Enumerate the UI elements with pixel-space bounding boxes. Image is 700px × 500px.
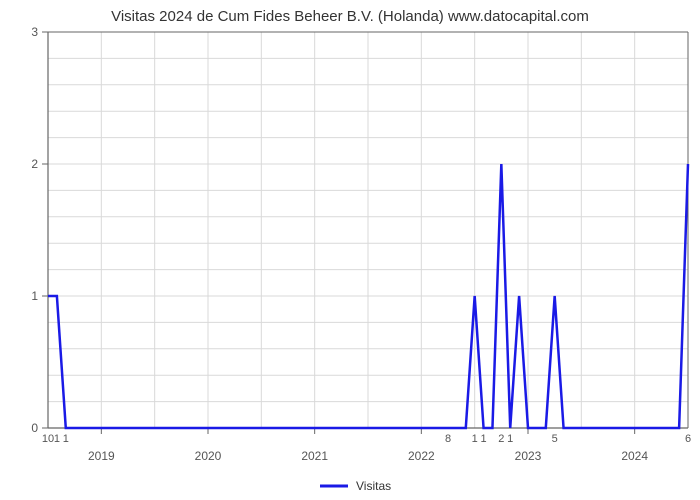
svg-text:2: 2 [498,433,504,445]
svg-text:1: 1 [472,433,478,445]
svg-text:1: 1 [480,433,486,445]
svg-text:3: 3 [31,25,38,39]
svg-text:1: 1 [54,433,60,445]
svg-text:5: 5 [552,433,558,445]
svg-text:2022: 2022 [408,449,435,463]
svg-text:6: 6 [685,433,691,445]
svg-text:0: 0 [31,421,38,435]
svg-text:2024: 2024 [621,449,648,463]
chart-svg: 012320192020202120222023202410118112156V… [0,0,700,500]
svg-text:10: 10 [42,433,54,445]
svg-text:8: 8 [445,433,451,445]
visits-chart: Visitas 2024 de Cum Fides Beheer B.V. (H… [0,0,700,500]
svg-text:Visitas: Visitas [356,479,391,493]
svg-text:2: 2 [31,157,38,171]
svg-text:2021: 2021 [301,449,328,463]
svg-text:1: 1 [63,433,69,445]
svg-text:2019: 2019 [88,449,115,463]
svg-text:2020: 2020 [195,449,222,463]
chart-title: Visitas 2024 de Cum Fides Beheer B.V. (H… [0,8,700,25]
svg-text:1: 1 [507,433,513,445]
svg-text:2023: 2023 [515,449,542,463]
svg-text:1: 1 [31,289,38,303]
